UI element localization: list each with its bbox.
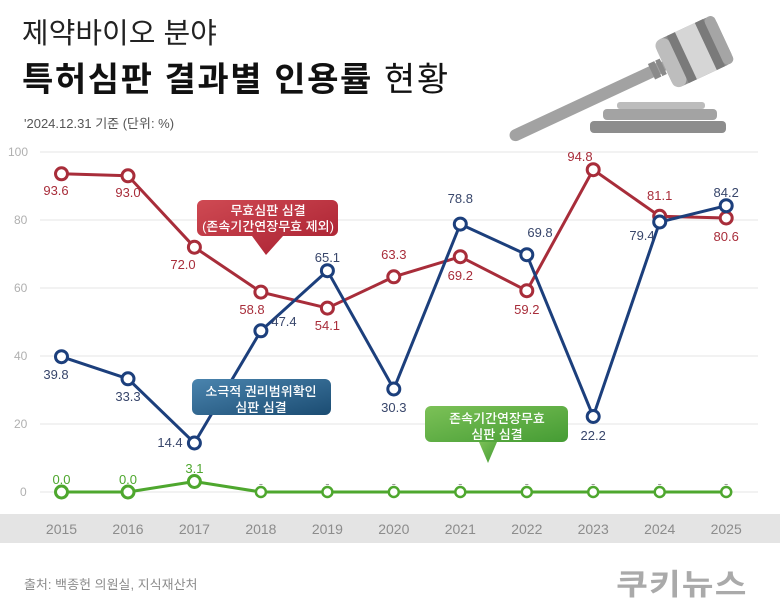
svg-text:81.1: 81.1 (647, 188, 672, 203)
svg-text:2016: 2016 (112, 521, 143, 537)
svg-text:-: - (458, 476, 462, 491)
svg-text:-: - (724, 476, 728, 491)
svg-text:30.3: 30.3 (381, 400, 406, 415)
svg-text:40: 40 (14, 349, 28, 363)
svg-text:-: - (325, 476, 329, 491)
svg-text:47.4: 47.4 (271, 314, 296, 329)
svg-text:54.1: 54.1 (315, 318, 340, 333)
svg-text:20: 20 (14, 417, 28, 431)
svg-text:3.1: 3.1 (185, 461, 203, 476)
svg-text:2025: 2025 (711, 521, 742, 537)
svg-text:2024: 2024 (644, 521, 675, 537)
svg-text:69.2: 69.2 (448, 268, 473, 283)
svg-text:39.8: 39.8 (43, 367, 68, 382)
svg-text:84.2: 84.2 (714, 185, 739, 200)
svg-text:65.1: 65.1 (315, 250, 340, 265)
svg-text:2019: 2019 (312, 521, 343, 537)
svg-text:78.8: 78.8 (448, 191, 473, 206)
svg-text:63.3: 63.3 (381, 247, 406, 262)
svg-text:심판 심결: 심판 심결 (471, 427, 522, 442)
svg-text:0: 0 (20, 485, 27, 499)
svg-text:94.8: 94.8 (567, 149, 592, 164)
svg-text:2022: 2022 (511, 521, 542, 537)
svg-text:2021: 2021 (445, 521, 476, 537)
svg-text:80.6: 80.6 (714, 229, 739, 244)
svg-text:-: - (392, 476, 396, 491)
svg-text:0.0: 0.0 (52, 472, 70, 487)
svg-text:33.3: 33.3 (115, 389, 140, 404)
svg-text:무효심판 심결: 무효심판 심결 (230, 203, 305, 218)
svg-text:2017: 2017 (179, 521, 210, 537)
svg-text:93.6: 93.6 (43, 183, 68, 198)
svg-text:존속기간연장무효: 존속기간연장무효 (449, 411, 545, 426)
svg-text:-: - (658, 476, 662, 491)
svg-text:2020: 2020 (378, 521, 409, 537)
svg-text:93.0: 93.0 (115, 185, 140, 200)
svg-text:소극적 권리범위확인: 소극적 권리범위확인 (205, 384, 316, 399)
svg-text:심판 심결: 심판 심결 (235, 400, 286, 415)
svg-text:22.2: 22.2 (581, 428, 606, 443)
svg-text:(존속기간연장무효 제외): (존속기간연장무효 제외) (202, 219, 334, 234)
svg-text:100: 100 (8, 145, 28, 159)
svg-text:2015: 2015 (46, 521, 77, 537)
svg-text:72.0: 72.0 (170, 257, 195, 272)
svg-text:58.8: 58.8 (239, 302, 264, 317)
svg-text:14.4: 14.4 (157, 435, 182, 450)
svg-text:60: 60 (14, 281, 28, 295)
svg-text:80: 80 (14, 213, 28, 227)
svg-text:79.4: 79.4 (629, 228, 654, 243)
svg-text:-: - (259, 476, 263, 491)
svg-text:0.0: 0.0 (119, 472, 137, 487)
svg-text:2023: 2023 (578, 521, 609, 537)
svg-text:59.2: 59.2 (514, 302, 539, 317)
svg-text:2018: 2018 (245, 521, 276, 537)
svg-text:-: - (591, 476, 595, 491)
svg-text:69.8: 69.8 (527, 225, 552, 240)
svg-text:-: - (525, 476, 529, 491)
